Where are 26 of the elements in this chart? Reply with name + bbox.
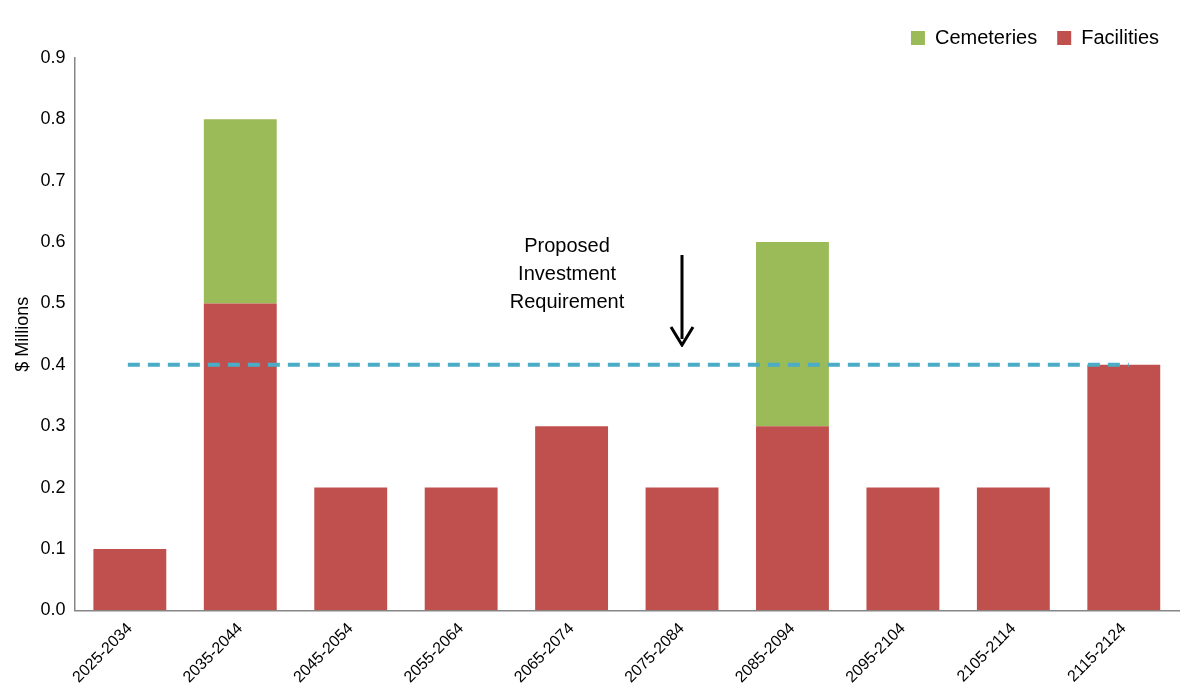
y-tick-label: 0.6: [40, 231, 66, 252]
y-tick-label: 0.7: [40, 169, 66, 190]
y-axis-title: $ Millions: [11, 296, 32, 372]
y-tick-label: 0.9: [40, 46, 66, 67]
bar: [203, 119, 277, 304]
bar: [203, 303, 277, 611]
bar: [314, 487, 388, 611]
bar: [1087, 364, 1161, 611]
bar: [424, 487, 498, 611]
y-tick-label: 0.1: [40, 537, 66, 558]
bar: [645, 487, 719, 611]
y-tick-label: 0.4: [40, 353, 66, 374]
bar: [756, 426, 829, 611]
y-tick-label: 0.5: [40, 292, 66, 313]
legend-label: Facilities: [1081, 25, 1159, 48]
ref-line-label: Proposed Investment Requirement: [509, 234, 625, 313]
y-tick-label: 0.8: [40, 108, 66, 129]
bar: [756, 242, 829, 427]
y-tick-label: 0.3: [40, 415, 66, 436]
bar: [93, 548, 167, 611]
bar: [866, 487, 940, 611]
bar: [976, 487, 1050, 611]
y-tick-label: 0.2: [40, 476, 66, 497]
legend-label: Cemeteries: [934, 25, 1038, 48]
y-tick-label: 0.0: [40, 599, 66, 620]
bar: [535, 426, 609, 611]
